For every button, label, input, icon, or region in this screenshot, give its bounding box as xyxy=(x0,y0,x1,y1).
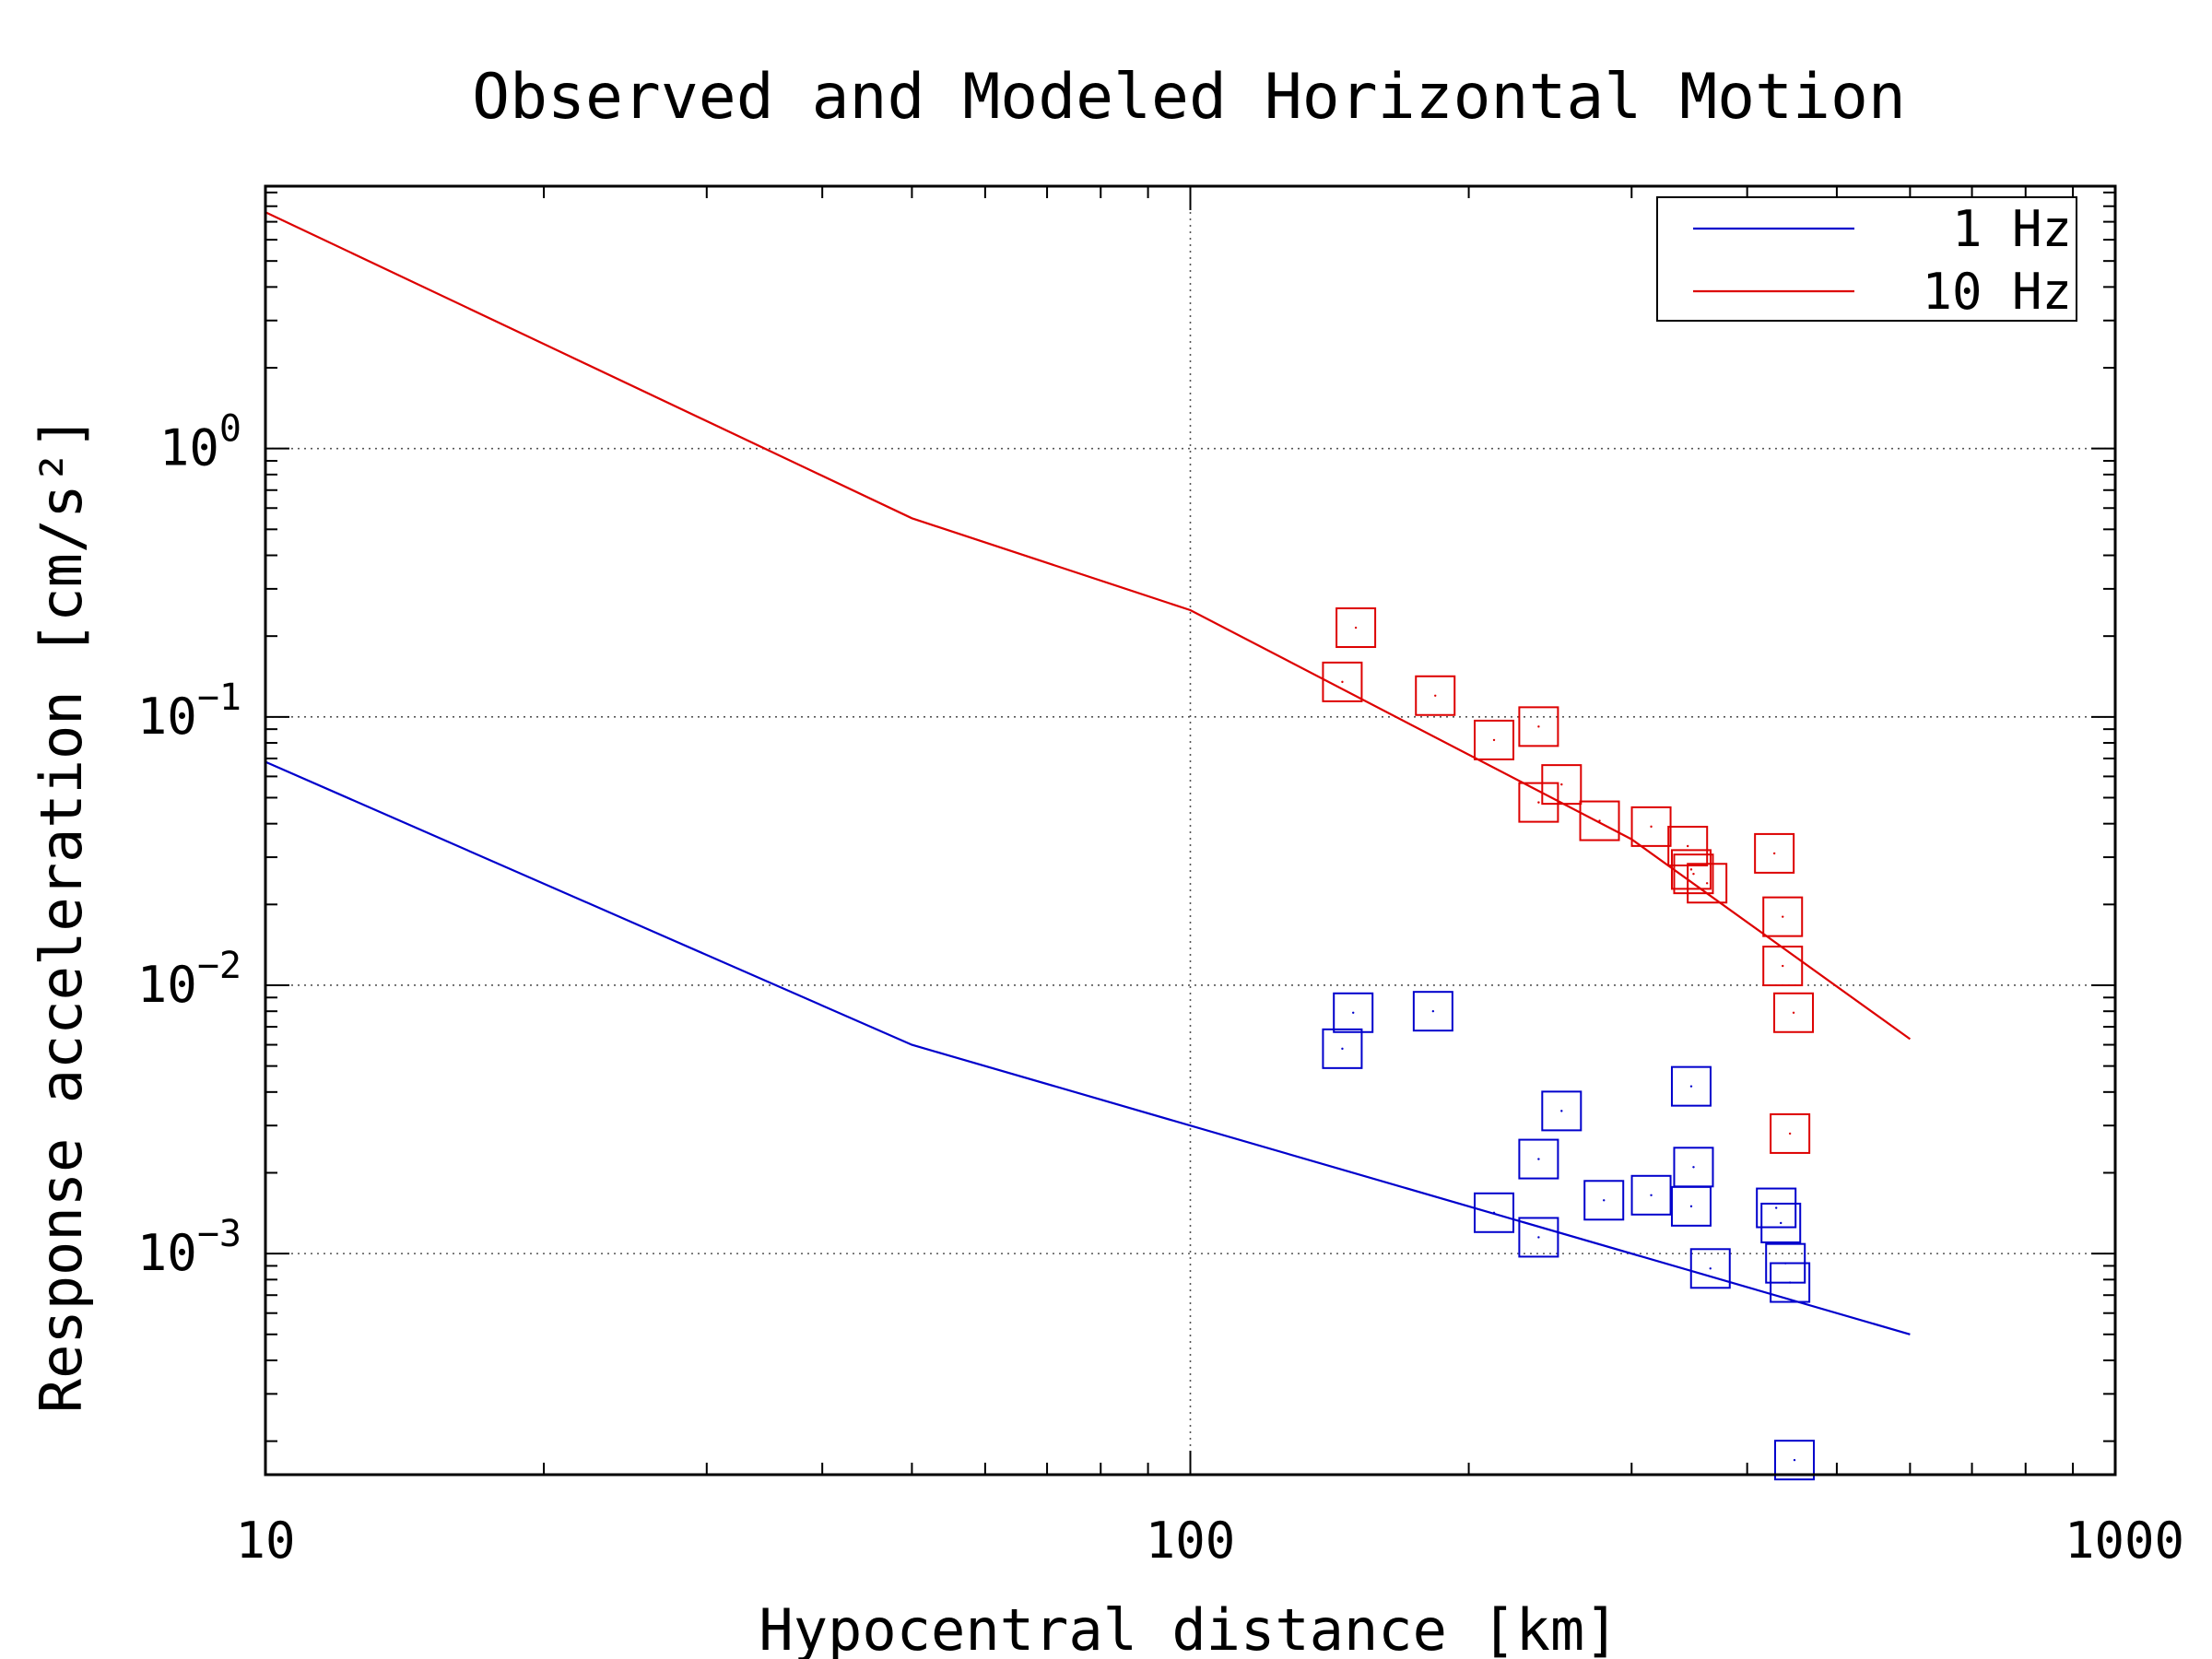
observed-marker-dot xyxy=(1788,1132,1792,1135)
model-line xyxy=(265,211,1912,1041)
observed-marker-dot xyxy=(1788,1281,1792,1284)
observed-marker xyxy=(1333,992,1374,1033)
observed-marker-dot xyxy=(1603,1199,1606,1202)
observed-marker-dot xyxy=(1537,1158,1540,1160)
observed-marker-dot xyxy=(1650,825,1653,829)
x-axis-label: Hypocentral distance [km] xyxy=(759,1596,1618,1659)
observed-marker xyxy=(1579,800,1620,841)
observed-marker-dot xyxy=(1692,1166,1695,1169)
plot-frame xyxy=(264,184,2117,1477)
observed-marker xyxy=(1474,719,1515,760)
observed-marker xyxy=(1541,1090,1583,1132)
observed-marker xyxy=(1415,675,1456,716)
observed-marker-dot xyxy=(1537,801,1540,804)
observed-marker-dot xyxy=(1598,819,1601,822)
observed-marker-dot xyxy=(1560,782,1563,786)
observed-marker-dot xyxy=(1782,964,1784,968)
observed-marker xyxy=(1518,1138,1559,1180)
observed-marker-dot xyxy=(1687,844,1689,848)
observed-marker-dot xyxy=(1709,1267,1712,1270)
observed-marker-dot xyxy=(1792,1011,1795,1014)
observed-marker-dot xyxy=(1689,1205,1693,1208)
observed-marker xyxy=(1762,946,1804,987)
observed-marker xyxy=(1673,853,1714,895)
grid xyxy=(265,186,2115,1475)
axis-ticks: 10 100 1000 100 10−1 10−2 10−3 xyxy=(137,186,2184,1570)
observed-marker xyxy=(1689,1248,1731,1289)
observed-marker-dot xyxy=(1793,1458,1796,1462)
legend-label: 10 Hz xyxy=(1922,263,2072,321)
observed-marker xyxy=(1770,1262,1811,1303)
observed-marker-dot xyxy=(1560,1110,1563,1112)
chart-title: Observed and Modeled Horizontal Motion xyxy=(472,61,1906,134)
observed-marker-dot xyxy=(1341,1047,1344,1051)
observed-marker xyxy=(1687,863,1728,904)
observed-marker xyxy=(1760,1202,1802,1243)
observed-marker-dot xyxy=(1772,852,1776,855)
observed-marker-dot xyxy=(1492,1211,1496,1214)
observed-marker-dot xyxy=(1492,738,1496,742)
observed-marker-dot xyxy=(1650,1194,1653,1196)
observed-marker xyxy=(1583,1180,1625,1221)
observed-marker xyxy=(1770,1112,1811,1154)
observed-marker-dot xyxy=(1689,868,1693,871)
observed-marker xyxy=(1474,1192,1515,1233)
observed-marker xyxy=(1670,849,1712,890)
observed-marker xyxy=(1541,764,1583,806)
y-axis-label: Response acceleration [cm/s²] xyxy=(28,416,95,1414)
observed-marker-dot xyxy=(1341,680,1344,684)
observed-marker-dot xyxy=(1354,626,1358,629)
observed-marker xyxy=(1518,1217,1559,1258)
observed-marker xyxy=(1773,1440,1815,1481)
observed-marker xyxy=(1518,706,1559,747)
observed-marker-dot xyxy=(1692,872,1695,876)
observed-marker xyxy=(1762,896,1804,937)
observed-marker xyxy=(1322,1028,1363,1069)
legend-box xyxy=(1656,196,2077,322)
observed-marker xyxy=(1335,607,1377,649)
observed-marker-dot xyxy=(1689,1085,1693,1088)
observed-marker xyxy=(1773,992,1815,1033)
observed-marker-dot xyxy=(1434,694,1437,697)
observed-marker-dot xyxy=(1537,725,1540,728)
y-tick-label: 10−2 xyxy=(137,945,241,1014)
x-tick-label: 1000 xyxy=(2065,1512,2184,1570)
observed-marker-dot xyxy=(1705,882,1709,885)
y-tick-label: 10−1 xyxy=(137,677,241,746)
observed-marker xyxy=(1673,1147,1714,1188)
x-tick-label: 10 xyxy=(235,1512,295,1570)
plot-series xyxy=(265,211,1912,1481)
observed-marker-dot xyxy=(1352,1011,1355,1014)
legend-label: 1 Hz xyxy=(1952,200,2072,258)
observed-marker-dot xyxy=(1780,1221,1783,1225)
observed-marker xyxy=(1754,832,1795,874)
y-tick-label: 10−3 xyxy=(137,1213,241,1282)
y-tick-label: 100 xyxy=(159,408,241,477)
observed-marker xyxy=(1412,991,1453,1032)
observed-marker xyxy=(1322,661,1363,702)
observed-marker xyxy=(1630,1174,1672,1216)
observed-marker-dot xyxy=(1431,1009,1435,1013)
model-line xyxy=(265,760,1911,1335)
observed-marker-dot xyxy=(1782,915,1784,918)
observed-marker xyxy=(1756,1187,1797,1229)
observed-marker-dot xyxy=(1774,1206,1778,1209)
observed-marker-dot xyxy=(1537,1236,1540,1239)
x-tick-label: 100 xyxy=(1146,1512,1236,1570)
observed-marker xyxy=(1518,782,1559,823)
observed-marker xyxy=(1670,1065,1712,1107)
